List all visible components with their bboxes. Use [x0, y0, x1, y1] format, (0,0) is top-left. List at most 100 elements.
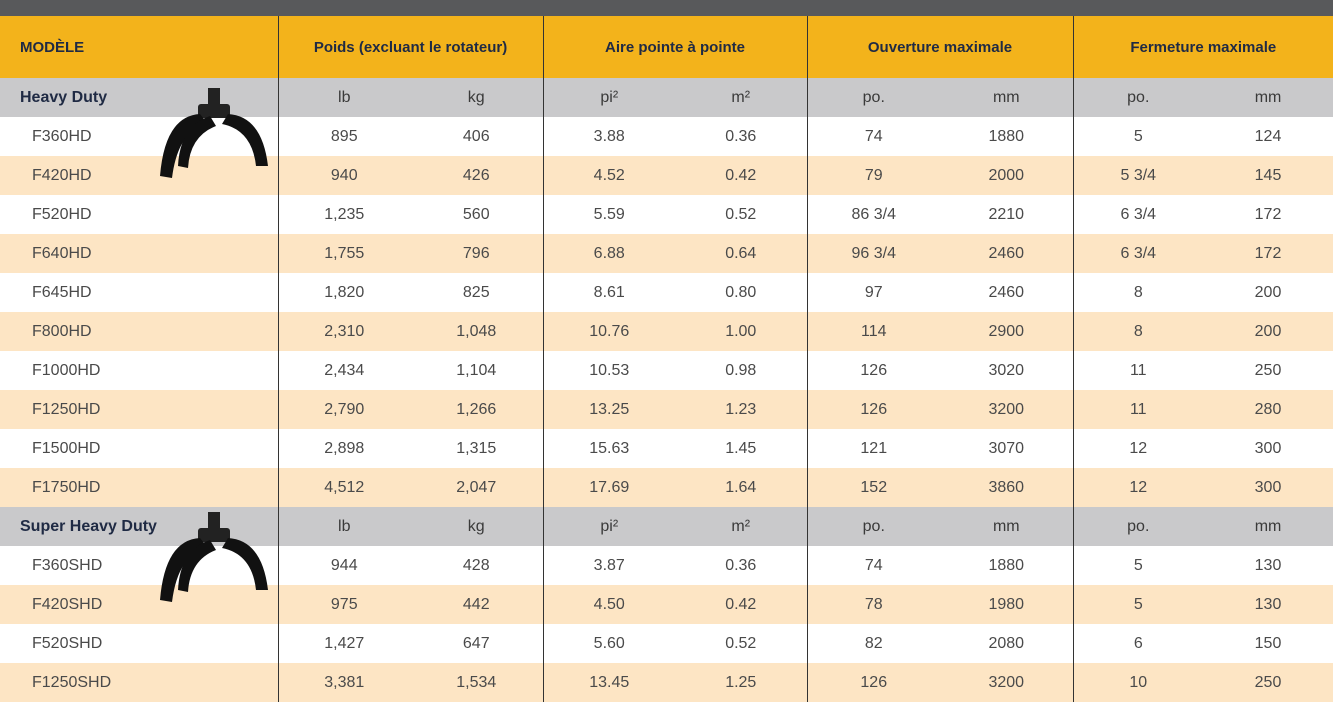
cell-value: 114 — [807, 312, 940, 351]
top-bar — [0, 0, 1333, 16]
cell-value: 1,048 — [410, 312, 543, 351]
cell-value: 2,790 — [278, 390, 410, 429]
cell-value: 1,534 — [410, 663, 543, 702]
cell-value: 200 — [1203, 273, 1333, 312]
cell-value: 5 — [1073, 546, 1203, 585]
unit-label: pi² — [543, 507, 675, 546]
unit-label: mm — [1203, 507, 1333, 546]
cell-value: 0.64 — [675, 234, 807, 273]
model-name: F1000HD — [0, 351, 278, 390]
cell-value: 0.80 — [675, 273, 807, 312]
column-header: Aire pointe à pointe — [543, 16, 807, 78]
cell-value: 172 — [1203, 234, 1333, 273]
cell-value: 3860 — [940, 468, 1073, 507]
cell-value: 5 — [1073, 117, 1203, 156]
model-name: F1250HD — [0, 390, 278, 429]
cell-value: 130 — [1203, 585, 1333, 624]
cell-value: 2000 — [940, 156, 1073, 195]
cell-value: 4,512 — [278, 468, 410, 507]
cell-value: 426 — [410, 156, 543, 195]
cell-value: 5 3/4 — [1073, 156, 1203, 195]
cell-value: 406 — [410, 117, 543, 156]
unit-label: mm — [940, 78, 1073, 117]
cell-value: 13.25 — [543, 390, 675, 429]
cell-value: 121 — [807, 429, 940, 468]
cell-value: 6 — [1073, 624, 1203, 663]
model-name: F800HD — [0, 312, 278, 351]
model-name: F640HD — [0, 234, 278, 273]
model-name: F1250SHD — [0, 663, 278, 702]
cell-value: 10 — [1073, 663, 1203, 702]
data-row: F520HD1,2355605.590.5286 3/422106 3/4172 — [0, 195, 1333, 234]
cell-value: 428 — [410, 546, 543, 585]
cell-value: 126 — [807, 390, 940, 429]
cell-value: 126 — [807, 663, 940, 702]
data-row: F1250HD2,7901,26613.251.23126320011280 — [0, 390, 1333, 429]
cell-value: 78 — [807, 585, 940, 624]
cell-value: 300 — [1203, 468, 1333, 507]
cell-value: 8 — [1073, 273, 1203, 312]
data-row: F1000HD2,4341,10410.530.98126302011250 — [0, 351, 1333, 390]
cell-value: 560 — [410, 195, 543, 234]
model-name: F1500HD — [0, 429, 278, 468]
cell-value: 126 — [807, 351, 940, 390]
cell-value: 15.63 — [543, 429, 675, 468]
unit-label: kg — [410, 507, 543, 546]
cell-value: 124 — [1203, 117, 1333, 156]
cell-value: 2460 — [940, 273, 1073, 312]
cell-value: 1980 — [940, 585, 1073, 624]
unit-label: pi² — [543, 78, 675, 117]
unit-label: m² — [675, 78, 807, 117]
unit-label: lb — [278, 507, 410, 546]
cell-value: 79 — [807, 156, 940, 195]
page-body: MODÈLEPoids (excluant le rotateur)Aire p… — [0, 0, 1333, 703]
cell-value: 3200 — [940, 390, 1073, 429]
cell-value: 300 — [1203, 429, 1333, 468]
cell-value: 2,434 — [278, 351, 410, 390]
cell-value: 1,235 — [278, 195, 410, 234]
cell-value: 895 — [278, 117, 410, 156]
cell-value: 1.23 — [675, 390, 807, 429]
cell-value: 97 — [807, 273, 940, 312]
cell-value: 2460 — [940, 234, 1073, 273]
cell-value: 250 — [1203, 663, 1333, 702]
cell-value: 825 — [410, 273, 543, 312]
cell-value: 975 — [278, 585, 410, 624]
cell-value: 4.52 — [543, 156, 675, 195]
cell-value: 280 — [1203, 390, 1333, 429]
cell-value: 6 3/4 — [1073, 195, 1203, 234]
cell-value: 1.64 — [675, 468, 807, 507]
cell-value: 0.36 — [675, 546, 807, 585]
model-name: F1750HD — [0, 468, 278, 507]
model-name: F520SHD — [0, 624, 278, 663]
cell-value: 0.52 — [675, 624, 807, 663]
unit-label: po. — [807, 78, 940, 117]
cell-value: 1,315 — [410, 429, 543, 468]
cell-value: 2900 — [940, 312, 1073, 351]
page: Grapples {"header":{"columns":["MODÈLE",… — [0, 0, 1333, 703]
cell-value: 4.50 — [543, 585, 675, 624]
cell-value: 1.00 — [675, 312, 807, 351]
unit-label: po. — [807, 507, 940, 546]
cell-value: 1880 — [940, 546, 1073, 585]
unit-label: po. — [1073, 78, 1203, 117]
cell-value: 1.25 — [675, 663, 807, 702]
cell-value: 2,047 — [410, 468, 543, 507]
cell-value: 2080 — [940, 624, 1073, 663]
cell-value: 17.69 — [543, 468, 675, 507]
model-name: F645HD — [0, 273, 278, 312]
cell-value: 6.88 — [543, 234, 675, 273]
cell-value: 0.42 — [675, 585, 807, 624]
cell-value: 5.59 — [543, 195, 675, 234]
cell-value: 86 3/4 — [807, 195, 940, 234]
unit-label: lb — [278, 78, 410, 117]
cell-value: 0.36 — [675, 117, 807, 156]
column-header: Fermeture maximale — [1073, 16, 1333, 78]
cell-value: 944 — [278, 546, 410, 585]
cell-value: 13.45 — [543, 663, 675, 702]
cell-value: 796 — [410, 234, 543, 273]
cell-value: 3.87 — [543, 546, 675, 585]
